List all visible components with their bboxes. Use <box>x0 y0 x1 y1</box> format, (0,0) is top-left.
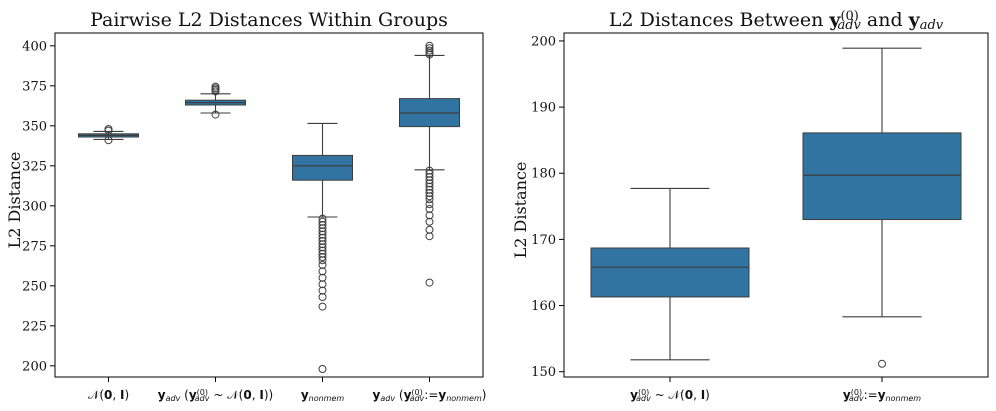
left-boxplot-panel: Pairwise L2 Distances Within Groups L2 D… <box>5 9 486 403</box>
left-y-axis-label: L2 Distance <box>5 152 24 249</box>
x-category-label: yadv​ (y(0)adv​ ~ 𝒩(0, I)) <box>158 388 273 403</box>
left-chart-title: Pairwise L2 Distances Within Groups <box>90 9 448 31</box>
y-tick-label: 180 <box>531 167 556 182</box>
y-tick-label: 150 <box>531 365 556 380</box>
outlier-point <box>318 273 327 282</box>
outlier-point <box>425 211 434 220</box>
outlier-point <box>318 302 327 311</box>
y-tick-label: 170 <box>531 233 556 248</box>
outlier-point <box>425 173 434 181</box>
box-group <box>590 187 750 361</box>
y-tick-label: 375 <box>22 79 47 94</box>
outlier-point <box>318 267 327 276</box>
outlier-point <box>425 189 434 197</box>
outlier-point <box>425 182 434 191</box>
outlier-point <box>318 261 327 269</box>
y-tick-label: 300 <box>22 199 47 214</box>
box-group <box>78 125 139 145</box>
box-iqr <box>292 154 353 181</box>
outlier-point <box>318 214 327 223</box>
outlier-point <box>211 82 220 91</box>
outlier-point <box>211 110 220 119</box>
right-y-ticks: 150 160 170 180 190 200 <box>531 34 564 380</box>
outlier-point <box>425 232 434 241</box>
outlier-point <box>425 205 434 213</box>
outlier-point <box>425 179 434 188</box>
right-x-category-labels: y(0)adv​ ~ 𝒩(0, I) y(0)adv​:=ynonmem​ <box>630 377 921 403</box>
y-tick-label: 200 <box>531 34 556 49</box>
outlier-point <box>318 240 327 249</box>
outlier-point <box>318 253 327 261</box>
left-x-category-labels: 𝒩(0, I) yadv​ (y(0)adv​ ~ 𝒩(0, I)) ynonmem… <box>88 377 487 403</box>
x-category-label: 𝒩(0, I) <box>88 388 129 402</box>
y-tick-label: 350 <box>22 119 47 134</box>
x-category-label: ynonmem​ <box>301 388 345 403</box>
box-group <box>802 47 962 368</box>
outlier-point <box>425 192 434 201</box>
outlier-point <box>878 359 886 368</box>
right-boxes <box>590 47 962 368</box>
box-group <box>292 122 353 373</box>
outlier-point <box>425 278 434 287</box>
outlier-point <box>318 246 327 255</box>
outlier-point <box>425 41 434 50</box>
outlier-point <box>318 365 327 373</box>
outlier-point <box>425 166 434 175</box>
y-tick-label: 400 <box>22 39 47 54</box>
outlier-point <box>318 256 327 265</box>
outlier-point <box>318 233 327 242</box>
x-category-label: yadv​ (y(0)adv​:=ynonmem​) <box>373 388 487 403</box>
left-y-ticks: 200 225 250 275 300 325 350 375 400 <box>22 39 55 374</box>
outlier-point <box>425 46 434 55</box>
outlier-point <box>104 125 113 133</box>
outlier-point <box>425 44 434 53</box>
outlier-point <box>318 221 327 229</box>
right-plot-frame <box>563 32 989 378</box>
outlier-point <box>425 195 434 204</box>
outlier-point <box>318 237 327 245</box>
y-tick-label: 250 <box>22 279 47 294</box>
right-chart-title: L2 Distances Between y(0)adv​ and yadv​ <box>609 9 944 33</box>
outlier-point <box>318 224 327 233</box>
box-iqr <box>802 132 962 221</box>
outlier-point <box>425 176 434 185</box>
outlier-point <box>104 136 113 145</box>
outlier-point <box>318 227 327 236</box>
outlier-point <box>318 217 327 226</box>
outlier-point <box>425 169 434 178</box>
outlier-point <box>425 200 434 209</box>
outlier-point <box>425 185 434 194</box>
outlier-point <box>318 230 327 239</box>
outlier-point <box>318 249 327 258</box>
box-iqr <box>590 247 750 298</box>
box-group <box>399 41 460 287</box>
y-tick-label: 190 <box>531 101 556 116</box>
right-boxplot-panel: L2 Distances Between y(0)adv​ and yadv​ … <box>511 9 989 403</box>
y-tick-label: 160 <box>531 299 556 314</box>
left-boxes <box>78 41 460 373</box>
outlier-point <box>318 243 327 252</box>
outlier-point <box>318 286 327 295</box>
outlier-point <box>425 217 434 226</box>
y-tick-label: 225 <box>22 319 47 334</box>
y-tick-label: 200 <box>22 359 47 374</box>
outlier-point <box>318 293 327 301</box>
y-tick-label: 325 <box>22 159 47 174</box>
box-group <box>185 82 246 119</box>
x-category-label: y(0)adv​:=ynonmem​ <box>843 388 921 403</box>
right-y-axis-label: L2 Distance <box>511 162 530 259</box>
outlier-point <box>318 280 327 289</box>
y-tick-label: 275 <box>22 239 47 254</box>
x-category-label: y(0)adv​ ~ 𝒩(0, I) <box>630 388 710 403</box>
outlier-point <box>425 225 434 234</box>
left-plot-frame <box>54 32 484 378</box>
